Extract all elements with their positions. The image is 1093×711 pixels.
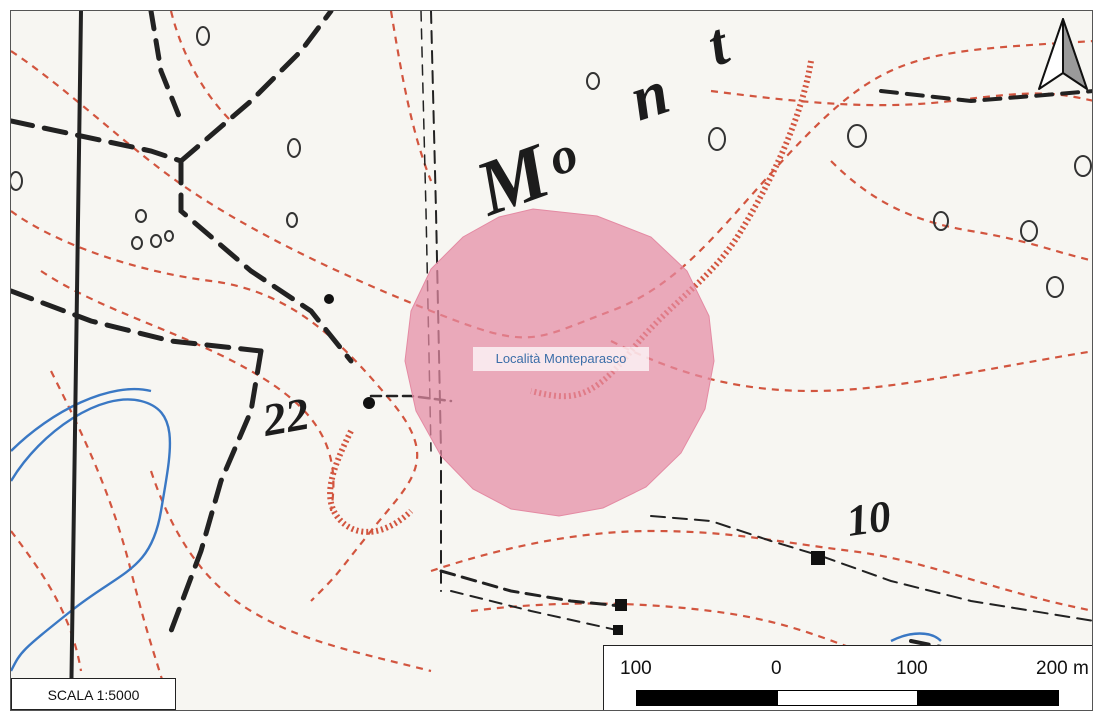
tree-symbol	[164, 230, 174, 242]
north-arrow-left-half	[1038, 18, 1064, 90]
map-frame[interactable]: M o n t 22 10 Località Monteparasco SCAL…	[10, 10, 1093, 711]
point-marker	[811, 551, 825, 565]
point-marker	[363, 397, 375, 409]
tree-symbol	[286, 212, 298, 228]
track-line	[439, 569, 623, 608]
scale-tick-label: 100	[620, 658, 652, 679]
scale-text-box: SCALA 1:5000	[11, 678, 176, 710]
scale-bar-segment	[636, 690, 777, 706]
track-line	[11, 118, 184, 164]
track-line	[11, 288, 264, 354]
tree-symbol	[150, 234, 162, 248]
scale-tick-label: 200 m	[1036, 658, 1089, 679]
contour-line	[11, 530, 83, 672]
track-line	[450, 590, 622, 632]
contour-line	[11, 210, 419, 602]
ridge-line	[327, 429, 414, 535]
tree-symbol	[135, 209, 147, 223]
point-marker	[615, 599, 627, 611]
tree-symbol	[131, 236, 143, 250]
place-label: Località Monteparasco	[473, 347, 649, 371]
contour-line	[169, 11, 232, 122]
contour-line	[11, 40, 1092, 339]
point-marker	[324, 294, 334, 304]
tree-symbol	[708, 127, 726, 151]
spot-height: 22	[258, 388, 313, 446]
historic-topographic-map[interactable]: M o n t 22 10	[11, 11, 1093, 711]
tree-symbol	[847, 124, 867, 148]
spot-height: 10	[844, 491, 894, 546]
track-line	[148, 11, 184, 124]
tree-symbol	[1074, 155, 1092, 177]
track-line	[879, 89, 1092, 104]
contour-line	[149, 470, 432, 673]
stream-line	[11, 398, 172, 672]
track-line	[178, 158, 354, 364]
tree-symbol	[933, 211, 949, 231]
contour-line	[830, 160, 1092, 262]
tree-symbol	[1046, 276, 1064, 298]
stream-line	[11, 387, 152, 452]
scale-bar: 100 0 100 200 m	[603, 645, 1092, 710]
scale-bar-segment	[777, 690, 918, 706]
tree-symbol	[1020, 220, 1038, 242]
point-marker	[613, 625, 623, 635]
tree-symbol	[586, 72, 600, 90]
track-line	[69, 11, 83, 710]
scale-tick-label: 100	[896, 658, 928, 679]
stream-line	[890, 632, 942, 643]
scale-tick-label: 0	[771, 658, 782, 679]
north-arrow-right-half	[1062, 18, 1088, 90]
tree-symbol	[287, 138, 301, 158]
track-line	[168, 348, 264, 634]
track-line	[178, 11, 334, 164]
contour-line	[40, 270, 335, 512]
point-markers	[324, 294, 825, 635]
scale-bar-segment	[918, 690, 1059, 706]
streams	[11, 387, 942, 672]
tree-symbols	[11, 26, 1092, 298]
tree-symbol	[196, 26, 210, 46]
north-arrow-icon	[1038, 18, 1088, 90]
tree-symbol	[11, 171, 23, 191]
